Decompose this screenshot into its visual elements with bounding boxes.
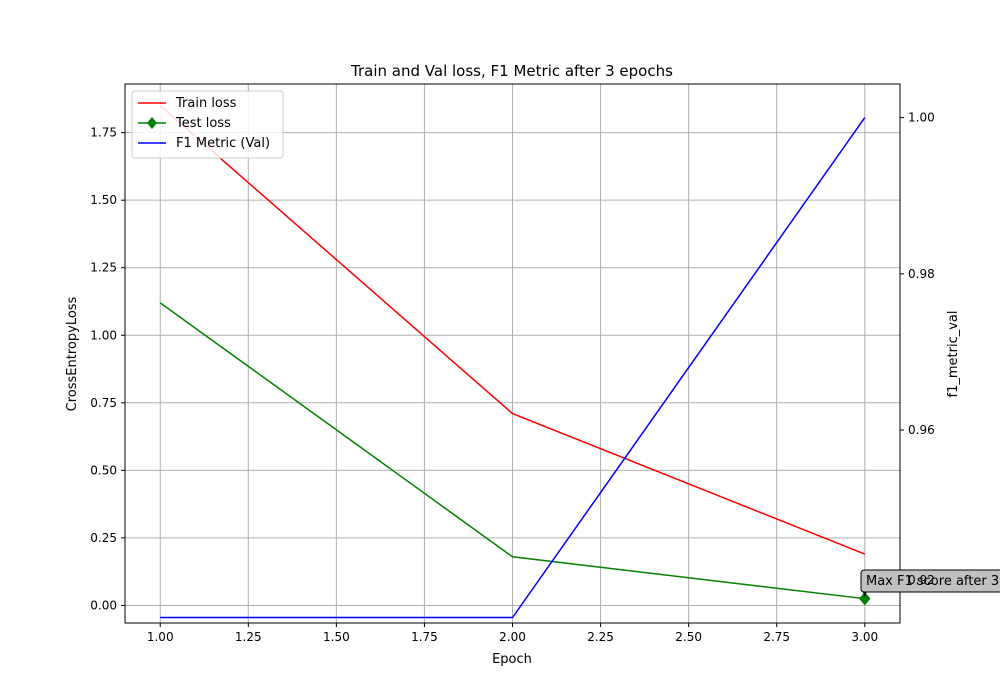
legend-box [131, 90, 284, 159]
y-tick-label: 1.50 [90, 193, 117, 207]
x-tick-label: 2.50 [675, 630, 702, 644]
legend-label: F1 Metric (Val) [176, 136, 270, 151]
y-tick-label: 0.25 [90, 531, 117, 545]
x-tick-label: 3.00 [851, 630, 878, 644]
legend-marker [147, 117, 157, 129]
y-tick-label: 0.50 [90, 463, 117, 477]
right-tick-label-overlap: 0.92 [908, 573, 935, 587]
series-lines [159, 105, 871, 619]
right-axis-label: f1_metric_val [946, 311, 961, 398]
right-axis-ticks: 0.940.960.981.00 [900, 111, 935, 593]
right-tick-label: 0.96 [908, 423, 935, 437]
right-tick-label: 1.00 [908, 111, 935, 125]
series-marker [859, 591, 871, 606]
legend: Train loss Test loss F1 Metric (Val) [131, 90, 284, 159]
y-tick-label: 1.75 [90, 126, 117, 140]
x-axis-label: Epoch [492, 652, 532, 667]
x-tick-label: 2.75 [763, 630, 790, 644]
y-tick-label: 0.75 [90, 396, 117, 410]
x-tick-label: 1.25 [235, 630, 262, 644]
y-tick-label: 0.00 [90, 598, 117, 612]
series-line [159, 302, 865, 600]
annotation-box [860, 569, 1000, 593]
right-tick-label: 0.98 [908, 267, 935, 281]
annotation-text: Max F1 score after 3 [866, 574, 999, 589]
x-axis-ticks: 1.00 1.25 1.50 1.75 2.00 2.25 2.50 2.75 3.00 [147, 623, 878, 644]
y-tick-label: 1.25 [90, 261, 117, 275]
series-line [159, 105, 866, 555]
y-axis-label: CrossEntropyLoss [65, 296, 80, 411]
series-line [160, 117, 866, 619]
y-tick-label: 1.00 [90, 328, 117, 342]
x-tick-label: 2.00 [499, 630, 526, 644]
legend-label: Train loss [175, 96, 237, 111]
grid [125, 84, 900, 623]
legend-label: Test loss [175, 116, 231, 131]
chart-title: Train and Val loss, F1 Metric after 3 ep… [350, 62, 673, 80]
y-axis-ticks: 0.00 0.25 0.50 0.75 1.00 1.25 1.50 1.75 [90, 126, 125, 612]
x-tick-label: 1.00 [147, 630, 174, 644]
x-tick-label: 1.50 [323, 630, 350, 644]
x-tick-label: 2.25 [587, 630, 614, 644]
x-tick-label: 1.75 [411, 630, 438, 644]
